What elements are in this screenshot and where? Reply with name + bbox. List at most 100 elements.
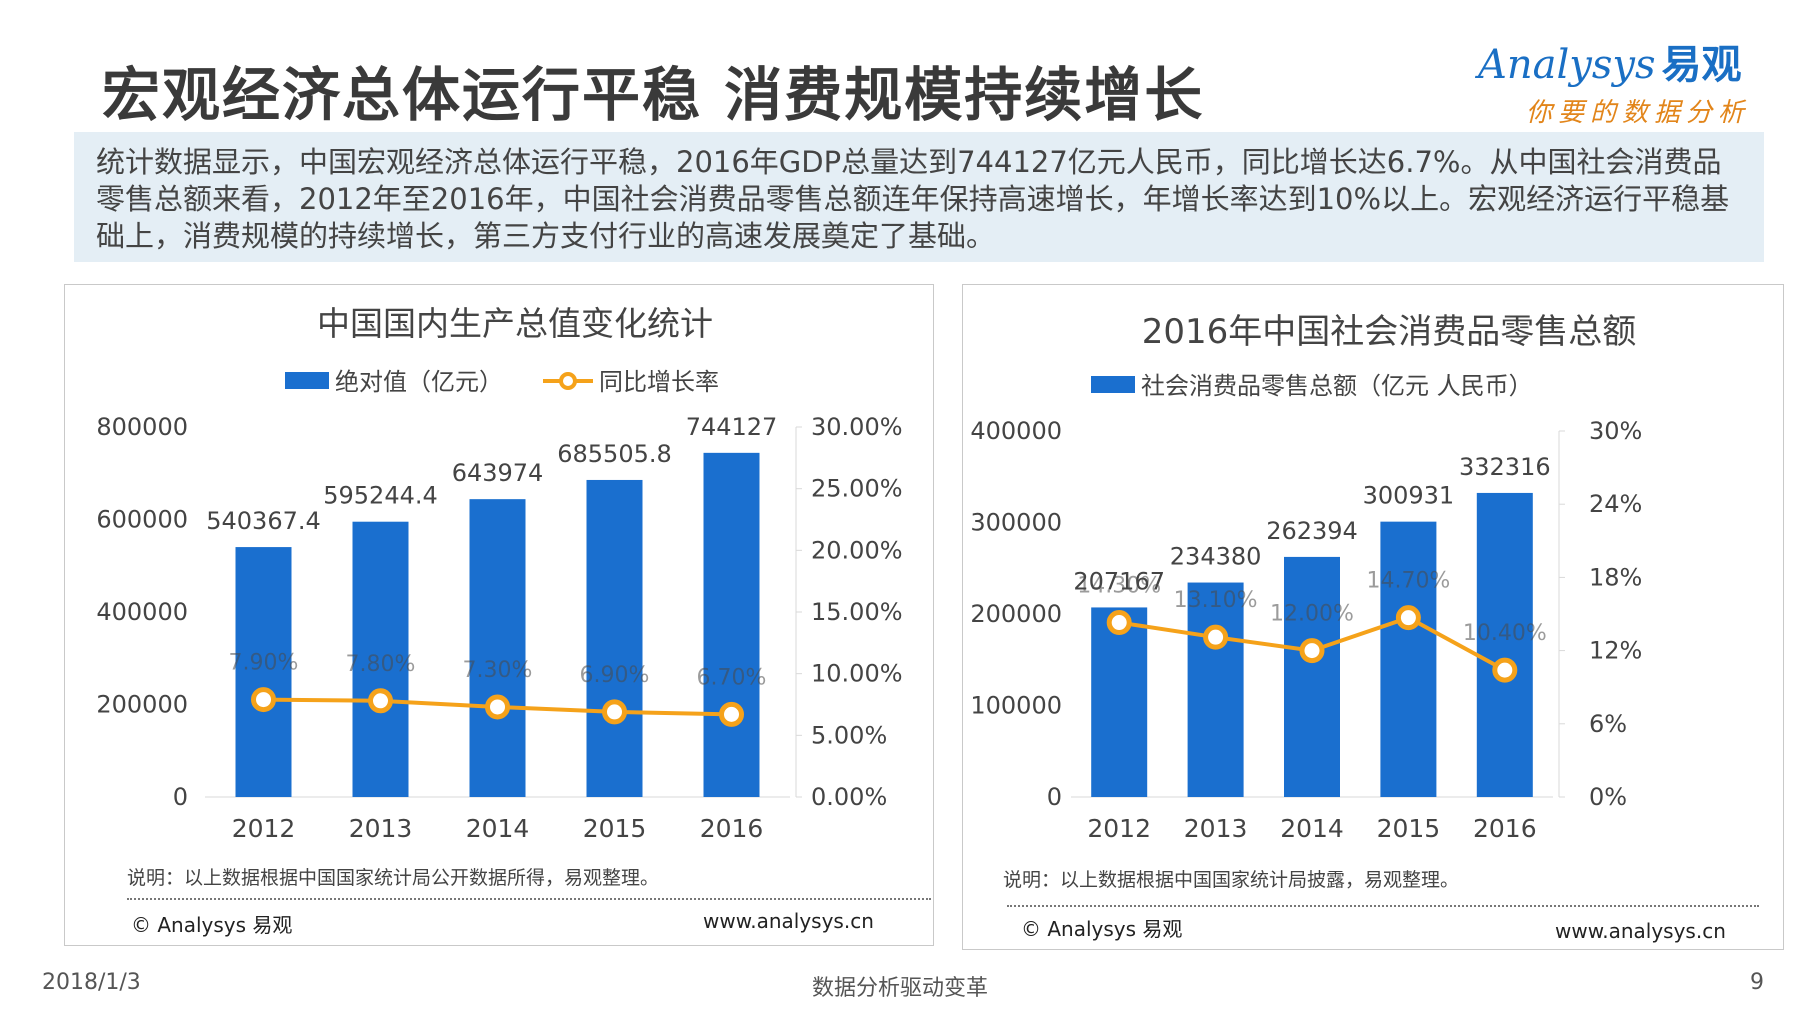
bar: [1284, 556, 1340, 797]
logo-slogan: 你要的数据分析: [1526, 98, 1751, 128]
line-data-label: 13.10%: [1174, 588, 1258, 613]
bar: [469, 499, 526, 797]
line-point: [485, 694, 510, 720]
x-category-label: 2016: [700, 814, 764, 843]
y-left-tick-label: 400000: [970, 417, 1062, 445]
copyright: © Analysys 易观: [131, 913, 293, 937]
bar-data-label: 540367.4: [206, 507, 321, 535]
y-left-tick-label: 0: [1047, 783, 1062, 811]
line-data-label: 7.90%: [229, 651, 299, 676]
x-category-label: 2013: [1184, 814, 1248, 843]
line-data-label: 14.30%: [1077, 574, 1161, 599]
y-left-tick-label: 600000: [96, 506, 188, 534]
line-point: [1106, 610, 1132, 636]
bar: [586, 479, 643, 797]
y-right-tick-label: 20.00%: [811, 536, 903, 564]
chart-title: 2016年中国社会消费品零售总额: [1142, 312, 1637, 352]
y-right-tick-label: 0%: [1589, 783, 1627, 811]
bar: [352, 521, 409, 797]
logo-en: Analysys: [1478, 42, 1656, 88]
x-category-label: 2014: [466, 814, 530, 843]
bar: [235, 547, 292, 797]
x-category-label: 2016: [1473, 814, 1537, 843]
summary-box: 统计数据显示，中国宏观经济总体运行平稳，2016年GDP总量达到744127亿元…: [74, 132, 1764, 262]
bar-data-label: 332316: [1459, 453, 1551, 481]
chart-title: 中国国内生产总值变化统计: [317, 304, 713, 343]
y-right-tick-label: 6%: [1589, 710, 1627, 738]
line-point: [1203, 624, 1229, 650]
y-right-tick-label: 15.00%: [811, 598, 903, 626]
copyright: © Analysys 易观: [1021, 917, 1183, 941]
line-data-label: 6.70%: [697, 665, 767, 690]
y-right-tick-label: 10.00%: [811, 660, 903, 688]
legend-bar-label: 社会消费品零售总额（亿元 人民币）: [1141, 372, 1533, 400]
y-left-tick-label: 800000: [96, 413, 188, 441]
x-category-label: 2013: [349, 814, 413, 843]
line-point: [1395, 605, 1421, 631]
line-point: [251, 687, 276, 713]
y-left-tick-label: 200000: [970, 600, 1062, 628]
x-category-label: 2014: [1280, 814, 1344, 843]
gdp-chart-panel: 中国国内生产总值变化统计 绝对值（亿元） 同比增长率 0 200000 400000 600…: [64, 284, 934, 946]
line-point: [368, 688, 393, 714]
x-category-label: 2015: [1377, 814, 1441, 843]
legend-line-label: 同比增长率: [599, 368, 719, 396]
bar: [1091, 607, 1148, 797]
footer-center: 数据分析驱动变革: [812, 976, 989, 1001]
y-right-tick-label: 5.00%: [811, 721, 887, 749]
line-data-label: 10.40%: [1463, 621, 1547, 646]
bar-data-label: 595244.4: [323, 482, 438, 510]
y-left-tick-label: 0: [173, 783, 188, 811]
analysys-logo: Analysys 易观 你要的数据分析: [1478, 32, 1778, 132]
bar: [1187, 582, 1244, 797]
y-left-tick-label: 200000: [96, 691, 188, 719]
y-left-tick-label: 100000: [970, 692, 1062, 720]
line-point: [719, 701, 744, 727]
y-left-tick-label: 300000: [970, 509, 1062, 537]
bar: [1380, 521, 1437, 797]
retail-source-note: 说明：以上数据根据中国国家统计局披露，易观整理。: [1003, 869, 1460, 891]
line-data-label: 7.30%: [463, 658, 533, 683]
y-right-tick-label: 18%: [1589, 563, 1642, 591]
y-right-tick-label: 30%: [1589, 417, 1642, 445]
x-category-label: 2012: [232, 814, 296, 843]
website: www.analysys.cn: [703, 909, 874, 933]
page-number: 9: [1750, 970, 1764, 995]
y-right-tick-label: 12%: [1589, 637, 1642, 665]
retail-chart-panel: 2016年中国社会消费品零售总额社会消费品零售总额（亿元 人民币） 0 100000…: [962, 284, 1784, 950]
summary-text: 统计数据显示，中国宏观经济总体运行平稳，2016年GDP总量达到744127亿元…: [96, 145, 1730, 253]
line-data-label: 14.70%: [1366, 569, 1450, 594]
y-right-tick-label: 0.00%: [811, 783, 887, 811]
footer-date: 2018/1/3: [42, 970, 141, 995]
bar-data-label: 744127: [686, 413, 778, 441]
line-point: [1492, 657, 1518, 683]
bar-data-label: 207167: [1073, 567, 1165, 595]
legend-bar-swatch: [1091, 376, 1135, 393]
bar: [703, 452, 760, 797]
line-data-label: 12.00%: [1270, 602, 1354, 627]
legend-bar-swatch: [285, 372, 329, 389]
y-right-tick-label: 24%: [1589, 490, 1642, 518]
logo-cn: 易观: [1661, 41, 1742, 88]
y-right-tick-label: 30.00%: [811, 413, 903, 441]
line-data-label: 6.90%: [580, 663, 650, 688]
legend-bar-label: 绝对值（亿元）: [335, 368, 503, 396]
divider: [127, 898, 931, 900]
line-data-label: 7.80%: [346, 652, 416, 677]
line-point: [1299, 638, 1325, 664]
bar-data-label: 685505.8: [557, 440, 672, 468]
gdp-source-note: 说明：以上数据根据中国国家统计局公开数据所得，易观整理。: [127, 867, 660, 889]
line-point: [602, 699, 627, 725]
divider: [1007, 905, 1759, 907]
bar-data-label: 262394: [1266, 517, 1358, 545]
bar-data-label: 300931: [1363, 482, 1455, 510]
x-category-label: 2015: [583, 814, 647, 843]
y-right-tick-label: 25.00%: [811, 475, 903, 503]
bar: [1476, 492, 1533, 797]
page-title: 宏观经济总体运行平稳 消费规模持续增长: [102, 61, 1205, 129]
legend-line-marker: [559, 372, 577, 390]
website: www.analysys.cn: [1555, 919, 1726, 943]
bar-data-label: 234380: [1170, 543, 1262, 571]
